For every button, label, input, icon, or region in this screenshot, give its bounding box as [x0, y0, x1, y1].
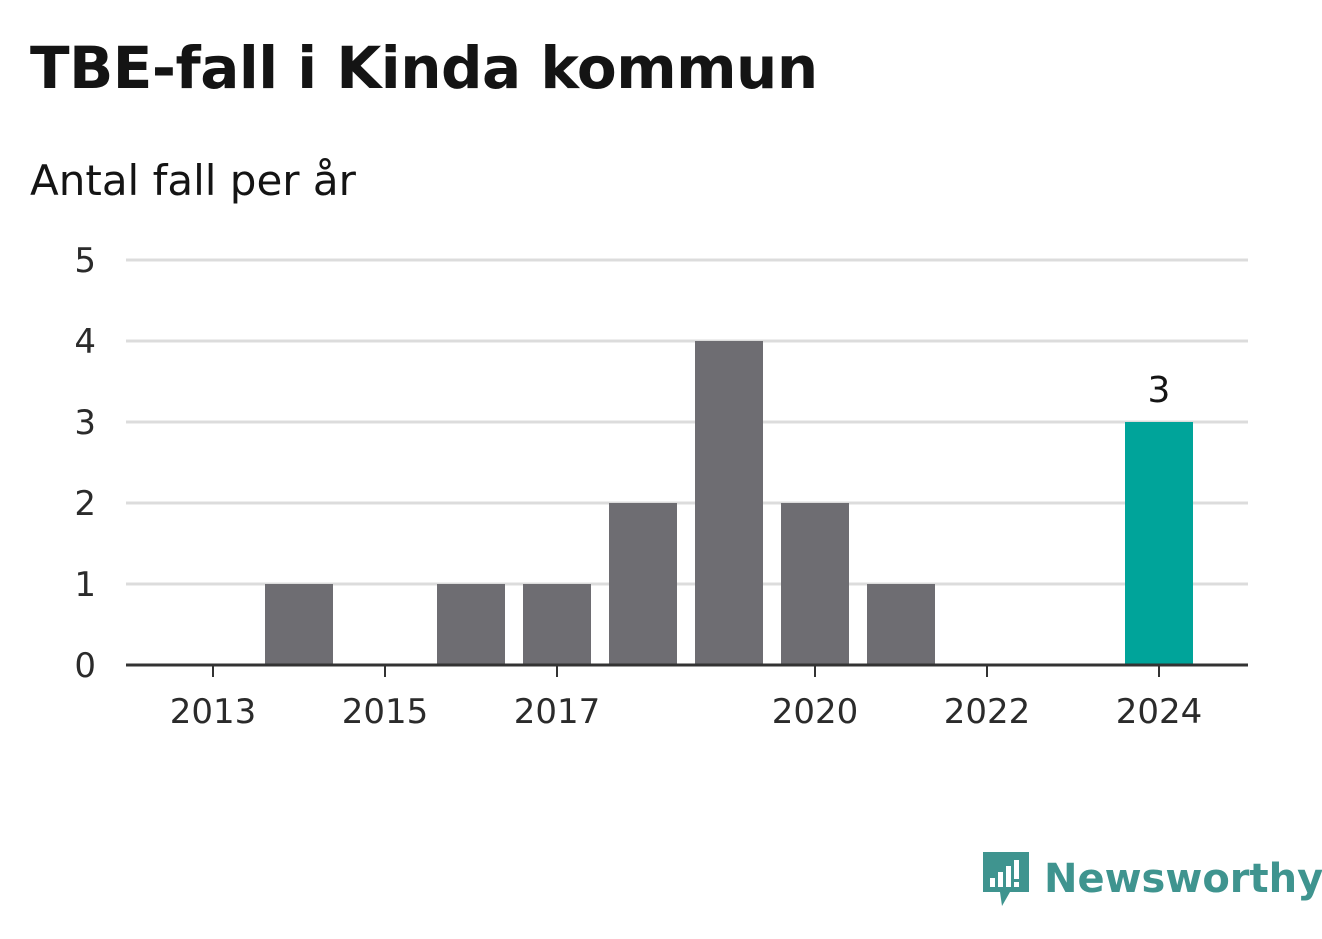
x-tick-label: 2020 [772, 692, 859, 732]
y-tick-label: 2 [74, 484, 96, 524]
y-tick-label: 5 [74, 241, 96, 281]
axes [126, 663, 1248, 677]
y-tick-label: 0 [74, 646, 96, 686]
bar-2017 [523, 584, 591, 665]
bar-2016 [437, 584, 505, 665]
x-tick-label: 2013 [170, 692, 257, 732]
newsworthy-logo-icon [983, 852, 1029, 906]
bar-2021 [867, 584, 935, 665]
gridlines [126, 258, 1248, 586]
x-tick-label: 2022 [944, 692, 1031, 732]
brand-logo: Newsworthy [980, 848, 1322, 910]
bar-2019 [695, 341, 763, 665]
bars [265, 341, 1193, 665]
data-label: 3 [1148, 370, 1171, 411]
y-tick-label: 1 [74, 565, 96, 605]
y-tick-label: 4 [74, 322, 96, 362]
x-tick-label: 2017 [514, 692, 601, 732]
bar-2024 [1125, 422, 1193, 665]
x-tick-label: 2024 [1116, 692, 1203, 732]
x-tick-label: 2015 [342, 692, 429, 732]
brand-name: Newsworthy [1044, 856, 1322, 902]
bar-2020 [781, 503, 849, 665]
chart-title: TBE-fall i Kinda kommun [30, 34, 818, 102]
chart-subtitle: Antal fall per år [30, 156, 356, 205]
bar-2018 [609, 503, 677, 665]
y-tick-label: 3 [74, 403, 96, 443]
bar-2014 [265, 584, 333, 665]
labels: 0 1 2 3 4 5 2013 2015 2017 2020 2022 2024 3 [74, 241, 1202, 732]
